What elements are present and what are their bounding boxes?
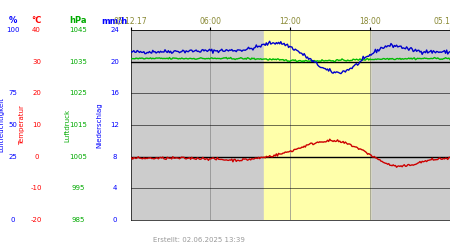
Bar [264, 30, 370, 220]
Text: 8: 8 [112, 154, 117, 160]
Text: Luftdruck: Luftdruck [65, 108, 71, 142]
Text: 1035: 1035 [69, 59, 87, 65]
Text: 1015: 1015 [69, 122, 87, 128]
Text: °C: °C [32, 16, 42, 25]
Text: 0: 0 [11, 217, 15, 223]
Text: 20: 20 [32, 90, 41, 96]
Text: 4: 4 [112, 185, 117, 191]
Text: 16: 16 [110, 90, 119, 96]
Text: Niederschlag: Niederschlag [96, 102, 102, 148]
Text: 20: 20 [110, 59, 119, 65]
Text: 1025: 1025 [69, 90, 87, 96]
Text: Erstellt: 02.06.2025 13:39: Erstellt: 02.06.2025 13:39 [153, 236, 245, 242]
Text: mm/h: mm/h [102, 16, 128, 25]
Text: hPa: hPa [70, 16, 87, 25]
Text: 24: 24 [110, 27, 119, 33]
Text: 40: 40 [32, 27, 41, 33]
Text: 100: 100 [6, 27, 20, 33]
Text: 12: 12 [110, 122, 119, 128]
Text: Temperatur: Temperatur [19, 105, 25, 145]
Text: 25: 25 [9, 154, 18, 160]
Text: 1005: 1005 [69, 154, 87, 160]
Text: 10: 10 [32, 122, 41, 128]
Text: %: % [9, 16, 17, 25]
Text: Luftfeuchtigkeit: Luftfeuchtigkeit [0, 98, 4, 152]
Text: 995: 995 [72, 185, 85, 191]
Text: 1045: 1045 [69, 27, 87, 33]
Text: 0: 0 [34, 154, 39, 160]
Text: 985: 985 [72, 217, 85, 223]
Text: 30: 30 [32, 59, 41, 65]
Text: -20: -20 [31, 217, 42, 223]
Text: 0: 0 [112, 217, 117, 223]
Text: -10: -10 [31, 185, 42, 191]
Text: 75: 75 [9, 90, 18, 96]
Text: 50: 50 [9, 122, 18, 128]
